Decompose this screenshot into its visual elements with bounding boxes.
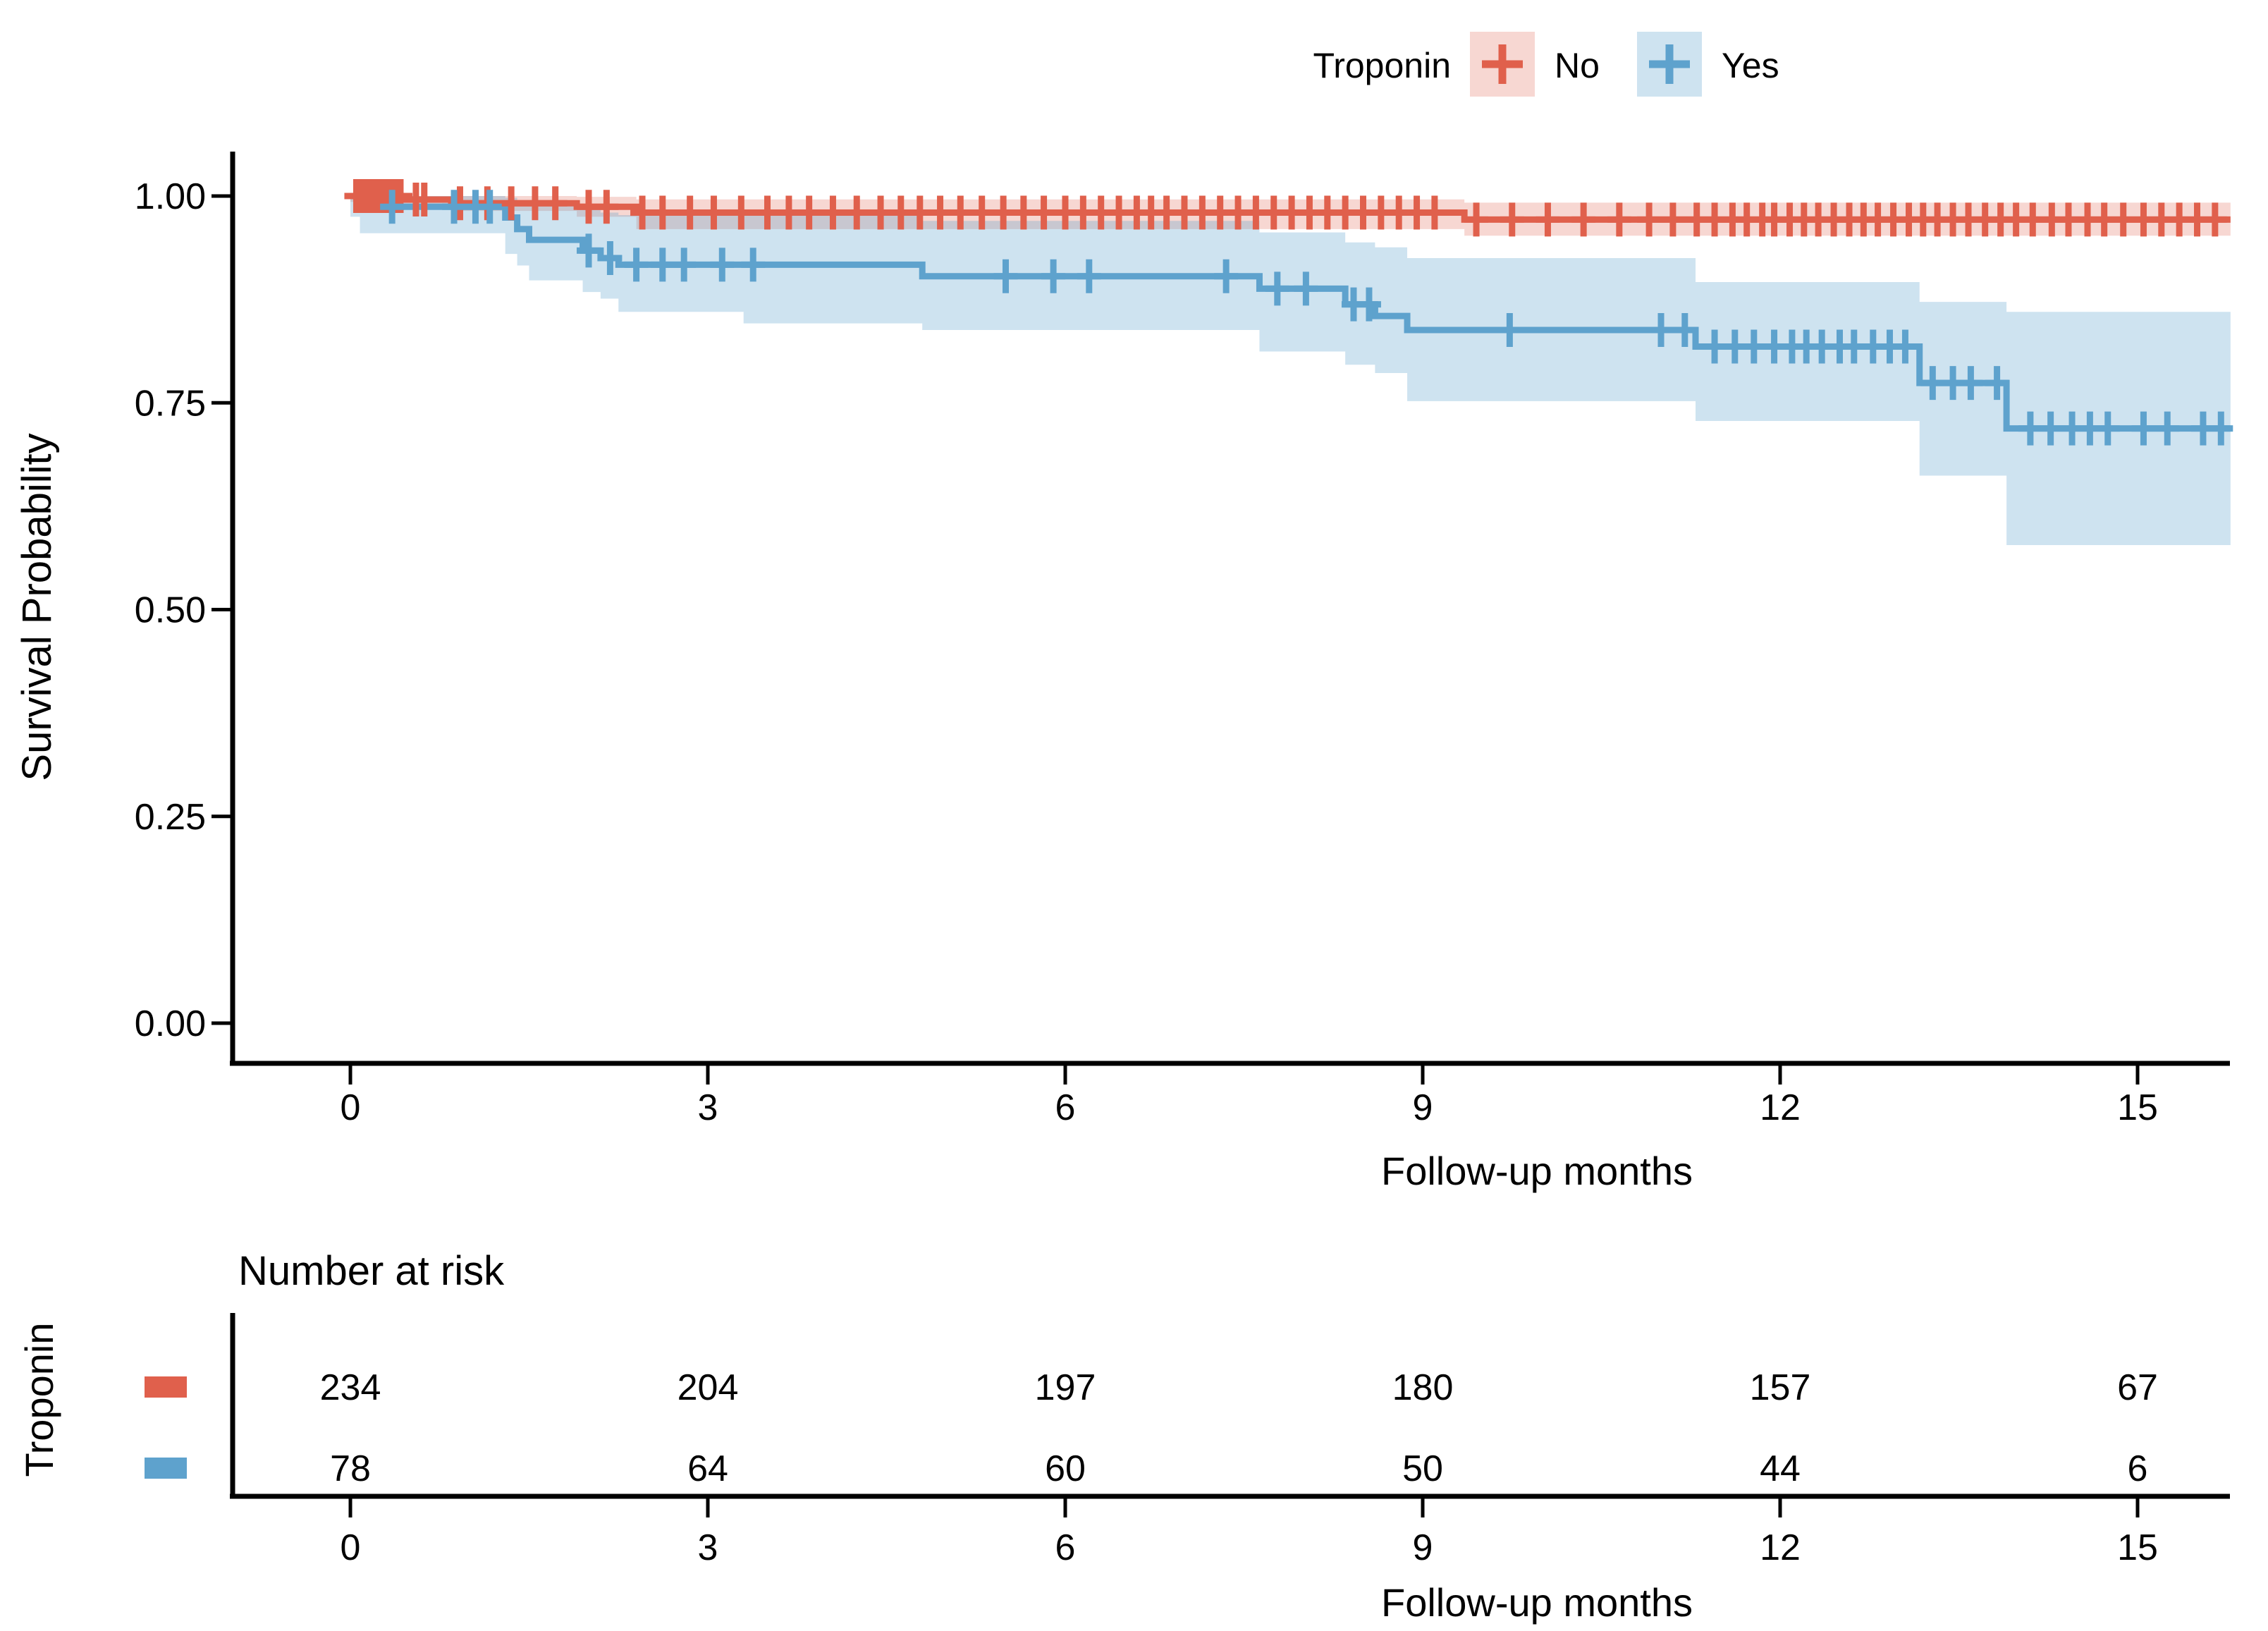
x-axis-tick-label: 3 xyxy=(698,1087,718,1128)
risk-count-yes: 60 xyxy=(1045,1448,1086,1489)
censor-plus-icon-no xyxy=(1482,44,1523,84)
risk-row-swatch-no xyxy=(145,1376,187,1398)
y-axis-tick-label: 0.50 xyxy=(135,590,206,631)
y-axis-tick-labels: 1.00 0.75 0.50 0.25 0.00 xyxy=(135,176,206,1044)
legend-label-yes: Yes xyxy=(1722,46,1779,85)
risk-axis-tick-label: 12 xyxy=(1760,1527,1801,1568)
risk-table: Number at risk Troponin 234 204 197 180 157 6… xyxy=(17,1248,2230,1625)
censor-marks-yes xyxy=(380,190,2233,446)
risk-axis-tick-label: 9 xyxy=(1413,1527,1433,1568)
legend-title: Troponin xyxy=(1313,46,1451,85)
x-axis-tick-label: 6 xyxy=(1055,1087,1076,1128)
risk-table-title: Number at risk xyxy=(238,1248,505,1294)
risk-count-no: 180 xyxy=(1392,1367,1454,1408)
y-axis-tick-label: 0.25 xyxy=(135,797,206,838)
y-axis-title: Survival Probability xyxy=(14,433,60,781)
risk-count-no: 67 xyxy=(2117,1367,2158,1408)
x-axis-title: Follow-up months xyxy=(1381,1149,1693,1193)
censor-plus-icon-yes xyxy=(1649,44,1690,84)
risk-count-yes: 50 xyxy=(1402,1448,1443,1489)
y-axis-tick-label: 0.75 xyxy=(135,383,206,424)
x-axis-tick-labels: 0 3 6 9 12 15 xyxy=(341,1087,2158,1128)
censor-marks xyxy=(344,179,2233,446)
risk-count-no: 197 xyxy=(1035,1367,1096,1408)
risk-count-yes: 44 xyxy=(1760,1448,1801,1489)
x-axis-ticks xyxy=(348,1063,2140,1085)
risk-table-rows: 234 204 197 180 157 67 78 64 60 50 44 6 xyxy=(320,1367,2158,1489)
x-axis-tick-label: 9 xyxy=(1413,1087,1433,1128)
y-axis-tick-label: 0.00 xyxy=(135,1003,206,1044)
risk-table-group-label: Troponin xyxy=(17,1323,61,1477)
survival-curve-yes xyxy=(350,193,2231,432)
censor-marks-no xyxy=(344,179,2227,237)
ci-band-yes xyxy=(350,196,2231,546)
risk-table-x-title: Follow-up months xyxy=(1381,1580,1693,1625)
risk-table-axis-ticks xyxy=(348,1496,2140,1517)
x-axis-tick-label: 0 xyxy=(341,1087,361,1128)
risk-count-yes: 64 xyxy=(687,1448,728,1489)
x-axis-tick-label: 12 xyxy=(1760,1087,1801,1128)
risk-row-swatch-yes xyxy=(145,1458,187,1479)
risk-count-no: 157 xyxy=(1750,1367,1811,1408)
risk-count-no: 204 xyxy=(678,1367,739,1408)
risk-axis-tick-label: 6 xyxy=(1055,1527,1076,1568)
risk-table-row-swatches xyxy=(145,1376,187,1479)
risk-axis-tick-label: 15 xyxy=(2117,1527,2158,1568)
legend-label-no: No xyxy=(1555,46,1600,85)
legend: Troponin No Yes xyxy=(1313,32,1779,97)
y-axis-tick-label: 1.00 xyxy=(135,176,206,217)
risk-count-no: 234 xyxy=(320,1367,381,1408)
ci-bands xyxy=(350,196,2231,546)
risk-axis-tick-label: 3 xyxy=(698,1527,718,1568)
risk-count-yes: 78 xyxy=(330,1448,371,1489)
risk-count-yes: 6 xyxy=(2128,1448,2148,1489)
y-axis: 1.00 0.75 0.50 0.25 0.00 Survival Probabilit… xyxy=(14,152,235,1063)
risk-axis-tick-label: 0 xyxy=(341,1527,361,1568)
y-axis-ticks xyxy=(212,194,233,1025)
risk-table-tick-labels: 0 3 6 9 12 15 xyxy=(341,1527,2158,1568)
x-axis-tick-label: 15 xyxy=(2117,1087,2158,1128)
x-axis: 0 3 6 9 12 15 Follow-up months xyxy=(230,1061,2230,1193)
